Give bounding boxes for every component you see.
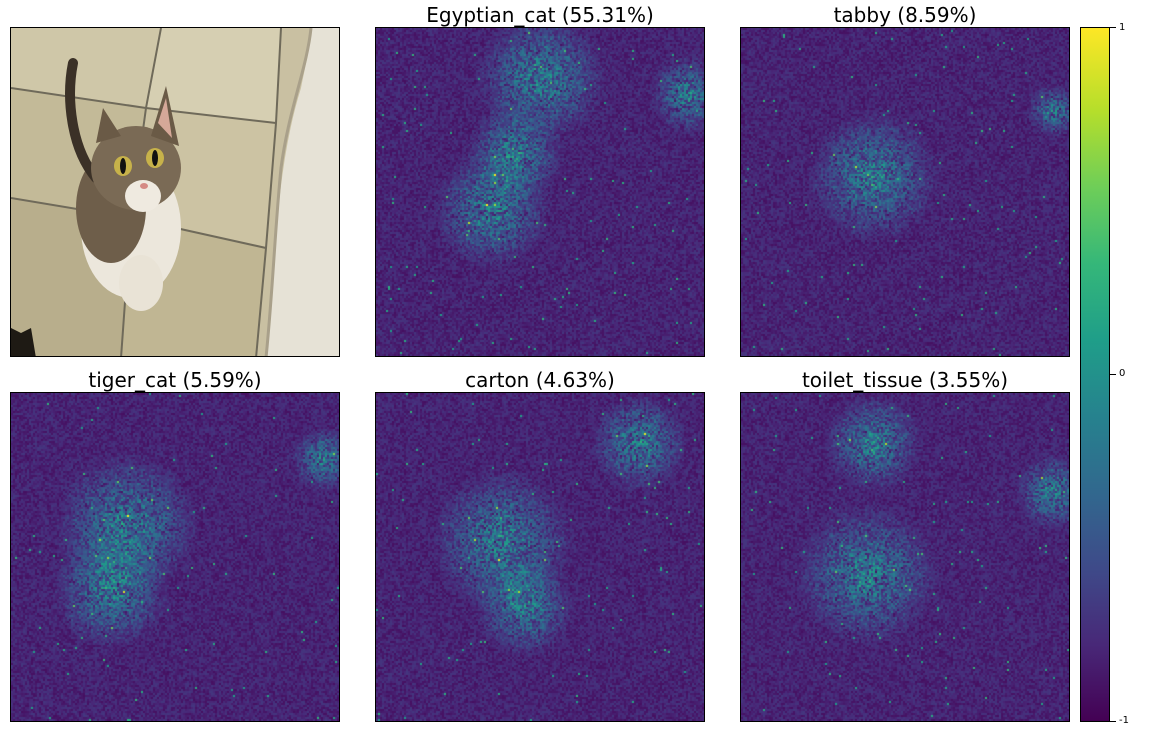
heatmap-canvas (741, 393, 1069, 721)
colorbar-label-max: 1 (1119, 22, 1126, 33)
colorbar (1080, 27, 1110, 722)
panel-title-tiger-cat: tiger_cat (5.59%) (88, 368, 262, 392)
heatmap-canvas (11, 393, 339, 721)
panel-title-toilet-tissue: toilet_tissue (3.55%) (801, 368, 1009, 392)
colorbar-tick-bottom (1110, 721, 1116, 722)
saliency-map-egyptian-cat (375, 27, 705, 357)
saliency-map-tiger-cat (10, 392, 340, 722)
colorbar-label-mid: 0 (1119, 368, 1126, 379)
heatmap-canvas (376, 28, 704, 356)
heatmap-canvas (376, 393, 704, 721)
original-cat-image (10, 27, 340, 357)
colorbar-tick-top (1110, 27, 1116, 28)
panel-title-carton: carton (4.63%) (465, 368, 615, 392)
panel-title-tabby: tabby (8.59%) (833, 3, 977, 27)
panel-title-egyptian-cat: Egyptian_cat (55.31%) (426, 3, 654, 27)
colorbar-label-min: -1 (1119, 715, 1129, 726)
saliency-map-toilet-tissue (740, 392, 1070, 722)
saliency-map-tabby (740, 27, 1070, 357)
saliency-map-carton (375, 392, 705, 722)
cat-photo (11, 28, 339, 356)
heatmap-canvas (741, 28, 1069, 356)
colorbar-tick-mid (1110, 374, 1116, 375)
